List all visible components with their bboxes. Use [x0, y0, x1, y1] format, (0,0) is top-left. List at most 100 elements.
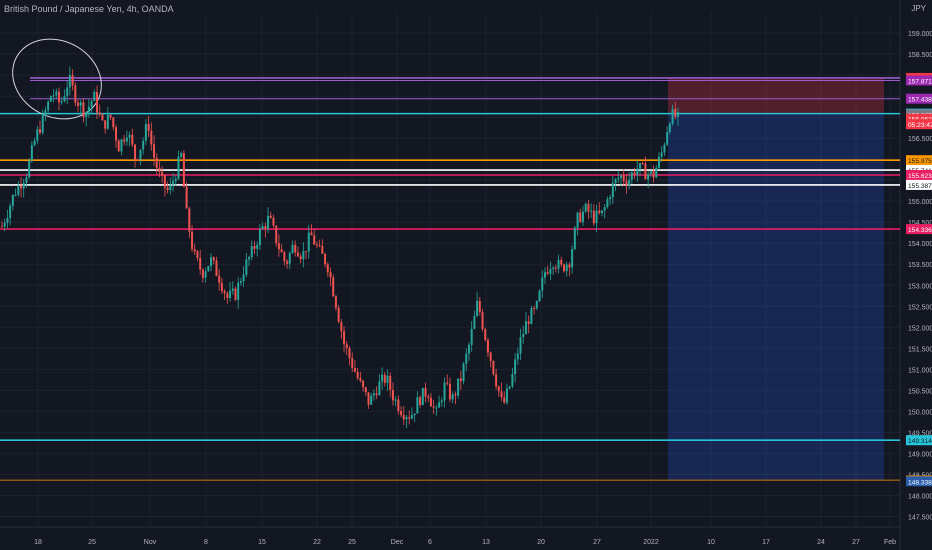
candle-body	[503, 397, 506, 403]
candle-body	[277, 243, 280, 250]
candle-body	[677, 112, 679, 117]
candle-body	[63, 96, 66, 102]
candle-body	[90, 100, 93, 107]
candle-body	[353, 367, 356, 372]
candle-body	[343, 331, 346, 345]
candle-body	[372, 393, 375, 396]
candle-body	[530, 308, 533, 324]
price-label: 157.871	[908, 78, 932, 85]
candle-body	[389, 375, 392, 390]
y-tick-label: 148.000	[908, 493, 932, 500]
candle-body	[275, 225, 278, 244]
candle-body	[101, 114, 104, 121]
candle-body	[606, 199, 609, 208]
candle-body	[93, 92, 96, 101]
candle-body	[459, 378, 462, 381]
candle-body	[11, 194, 14, 206]
candle-body	[446, 382, 449, 384]
candle-body	[348, 348, 351, 359]
candle-body	[391, 389, 394, 401]
candle-body	[82, 102, 85, 118]
candle-body	[410, 415, 413, 419]
candle-body	[554, 267, 557, 269]
y-tick-label: 149.000	[908, 451, 932, 458]
candle-body	[123, 139, 126, 142]
candle-body	[112, 117, 115, 128]
candle-body	[134, 144, 137, 160]
candle-body	[538, 290, 541, 302]
candle-body	[581, 211, 584, 222]
x-tick-label: 20	[537, 539, 545, 546]
candle-body	[302, 251, 305, 260]
price-label: 149.314	[908, 438, 932, 445]
candle-body	[177, 156, 180, 179]
x-tick-label: 24	[817, 539, 825, 546]
candle-body	[174, 178, 177, 182]
candle-body	[598, 210, 601, 214]
price-label-bg	[906, 155, 932, 166]
candle-body	[128, 134, 131, 138]
candle-body	[264, 226, 267, 229]
candle-body	[22, 182, 25, 189]
candle-body	[497, 386, 500, 392]
candle-body	[169, 184, 172, 190]
candle-body	[98, 112, 101, 115]
candle-body	[571, 248, 574, 268]
candle-body	[288, 253, 291, 264]
candle-body	[649, 171, 652, 174]
x-tick-label: 25	[88, 539, 96, 546]
y-tick-label: 152.500	[908, 304, 932, 311]
candle-body	[256, 245, 259, 249]
x-tick-label: 18	[34, 539, 42, 546]
candle-body	[299, 256, 302, 260]
x-tick-label: Feb	[884, 539, 896, 546]
candle-body	[117, 140, 120, 152]
candle-body	[524, 321, 527, 335]
y-tick-label: 147.500	[908, 514, 932, 521]
take-profit-zone	[668, 113, 884, 482]
candle-body	[402, 415, 405, 420]
y-tick-label: 155.000	[908, 199, 932, 206]
candle-body	[381, 374, 384, 382]
stop-loss-zone	[668, 77, 884, 114]
candle-body	[405, 417, 408, 420]
candle-body	[421, 387, 424, 406]
candle-body	[147, 124, 150, 131]
candle-body	[668, 123, 671, 133]
x-tick-label: Nov	[144, 539, 157, 546]
candle-body	[500, 391, 503, 398]
candle-body	[619, 175, 622, 178]
candle-body	[36, 129, 39, 141]
candle-body	[161, 172, 164, 176]
candle-body	[562, 264, 565, 272]
candle-body	[400, 411, 403, 416]
candle-body	[465, 353, 468, 364]
candle-body	[579, 212, 582, 222]
candle-body	[476, 300, 479, 317]
candle-body	[535, 301, 538, 309]
price-label-bg	[906, 224, 932, 235]
candle-body	[630, 172, 633, 180]
candle-body	[663, 144, 666, 153]
candle-body	[68, 75, 71, 88]
candle-body	[253, 246, 256, 249]
candle-body	[546, 272, 549, 274]
candle-body	[150, 130, 153, 145]
x-tick-label: 15	[258, 539, 266, 546]
candle-body	[66, 87, 69, 97]
candle-body	[671, 108, 674, 124]
x-tick-label: 2022	[643, 539, 659, 546]
candle-body	[120, 139, 123, 152]
candle-body	[609, 197, 612, 200]
candle-body	[87, 106, 90, 113]
candle-body	[576, 212, 579, 228]
candle-body	[600, 210, 603, 214]
candle-body	[674, 108, 677, 117]
candle-body	[448, 383, 451, 400]
candle-body	[55, 91, 58, 96]
y-tick-label: 158.500	[908, 52, 932, 59]
candle-body	[291, 244, 294, 254]
candle-body	[527, 321, 530, 324]
candle-body	[345, 344, 348, 349]
